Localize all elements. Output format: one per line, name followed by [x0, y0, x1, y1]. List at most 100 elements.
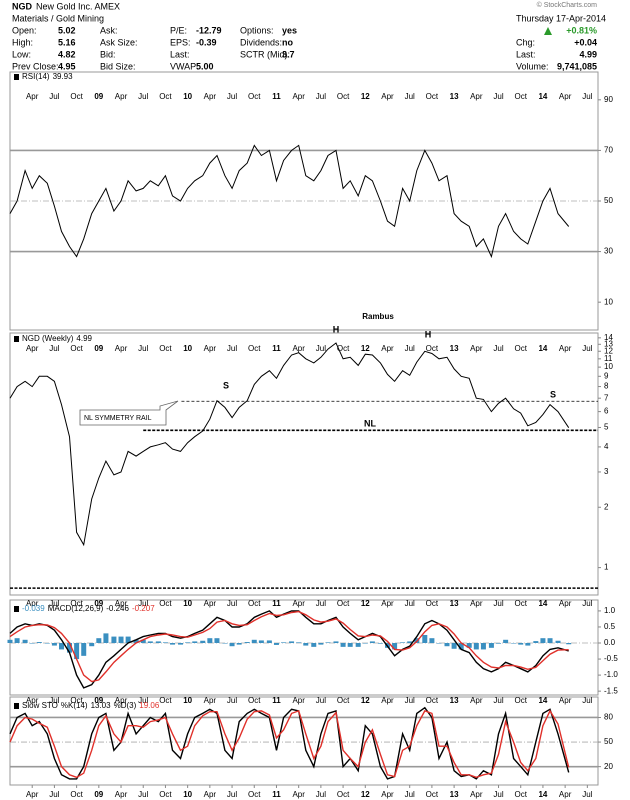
y-tick-label: 6 [604, 407, 609, 416]
x-tick-label: 13 [450, 696, 459, 705]
x-tick-label: 13 [450, 599, 459, 608]
histogram-bar [347, 643, 353, 647]
callout-box [79, 400, 179, 426]
x-tick-label: 11 [272, 790, 281, 799]
x-tick-label: 10 [183, 599, 192, 608]
up-arrow [544, 27, 552, 35]
x-tick-label: 09 [94, 92, 103, 101]
histogram-bar [185, 642, 191, 644]
y-tick-label: 90 [604, 95, 613, 104]
x-tick-label: 14 [538, 696, 547, 705]
x-tick-label: Jul [227, 344, 237, 353]
legend-text: 19.06 [139, 701, 160, 710]
y-tick-label: 13 [604, 339, 613, 348]
x-tick-label: Oct [70, 790, 83, 799]
x-tick-label: Apr [381, 344, 394, 353]
y-tick-label: 3 [604, 467, 609, 476]
histogram-bar [289, 641, 295, 644]
x-tick-label: Jul [405, 344, 415, 353]
x-tick-label: Jul [138, 599, 148, 608]
legend-text: NGD (Weekly) [22, 334, 74, 343]
x-tick-label: Oct [70, 599, 83, 608]
legend-text: %K(14) [61, 701, 88, 710]
callout-text: NL SYMMETRY RAIL [84, 415, 152, 422]
x-tick-label: Oct [337, 790, 350, 799]
histogram-bar [236, 643, 242, 645]
histogram-bar [44, 643, 50, 644]
y-tick-label: 11 [604, 354, 613, 363]
x-tick-label: Oct [159, 599, 172, 608]
x-tick-label: Apr [292, 790, 305, 799]
pattern-label: H [333, 324, 340, 334]
field-label: P/E: [170, 25, 187, 35]
histogram-bar [7, 639, 13, 644]
histogram-bar [273, 643, 279, 645]
x-tick-label: 09 [94, 344, 103, 353]
histogram-bar [155, 641, 161, 644]
field-label: EPS: [170, 37, 191, 47]
change-percent: +0.81% [566, 25, 597, 35]
x-tick-label: Jul [582, 92, 592, 101]
x-tick-label: Jul [138, 696, 148, 705]
x-tick-label: Apr [470, 696, 483, 705]
histogram-bar [89, 643, 95, 647]
histogram-bar [133, 639, 139, 644]
x-tick-label: Oct [70, 92, 83, 101]
y-tick-label: 8 [604, 382, 609, 391]
histogram-bar [503, 639, 509, 644]
field-value: 4.82 [58, 49, 76, 59]
histogram-bar [473, 643, 479, 650]
histogram-bar [480, 643, 486, 650]
y-tick-label: 10 [604, 297, 613, 306]
x-tick-label: Apr [381, 790, 394, 799]
field-value: 3.7 [282, 49, 295, 59]
x-tick-label: 10 [183, 696, 192, 705]
x-tick-label: Apr [559, 599, 572, 608]
x-tick-label: Apr [381, 92, 394, 101]
histogram-bar [533, 641, 539, 644]
histogram-bar [540, 638, 546, 644]
pattern-label: H [425, 329, 432, 339]
field-value: +0.04 [574, 37, 597, 47]
histogram-bar [36, 642, 42, 644]
field-label: Prev Close: [12, 61, 59, 71]
series-line [9, 144, 570, 259]
field-label: Options: [240, 25, 274, 35]
field-label: Dividends: [240, 37, 282, 47]
histogram-bar [296, 642, 302, 644]
x-tick-label: 12 [361, 92, 370, 101]
panel-frame [9, 332, 599, 596]
x-tick-label: Oct [248, 599, 261, 608]
y-tick-label: 50 [604, 196, 613, 205]
x-tick-label: Jul [493, 92, 503, 101]
legend-text: %D(3) [114, 701, 137, 710]
field-value: -12.79 [196, 25, 222, 35]
x-tick-label: Jul [227, 92, 237, 101]
field-label: Bid Size: [100, 61, 136, 71]
x-tick-label: Oct [248, 344, 261, 353]
x-tick-label: 09 [94, 696, 103, 705]
symbol: NGD [12, 1, 33, 11]
y-tick-label: 12 [604, 346, 613, 355]
x-tick-label: Oct [337, 92, 350, 101]
histogram-bar [251, 639, 257, 644]
x-tick-label: 10 [183, 344, 192, 353]
field-label: Last: [170, 49, 190, 59]
x-tick-label: Apr [204, 696, 217, 705]
x-tick-label: Oct [70, 696, 83, 705]
histogram-bar [22, 639, 28, 644]
x-tick-label: 11 [272, 92, 281, 101]
histogram-bar [111, 636, 117, 644]
chart-note: Rambus [362, 312, 394, 321]
x-tick-label: Apr [470, 599, 483, 608]
x-tick-label: Jul [582, 344, 592, 353]
x-tick-label: 11 [272, 599, 281, 608]
y-tick-label: 9 [604, 371, 609, 380]
x-tick-label: Jul [49, 599, 59, 608]
x-tick-label: Oct [426, 92, 439, 101]
x-tick-label: Apr [204, 599, 217, 608]
x-tick-label: Apr [559, 344, 572, 353]
histogram-bar [458, 643, 464, 650]
y-tick-label: 1 [604, 563, 609, 572]
histogram-bar [340, 643, 346, 647]
